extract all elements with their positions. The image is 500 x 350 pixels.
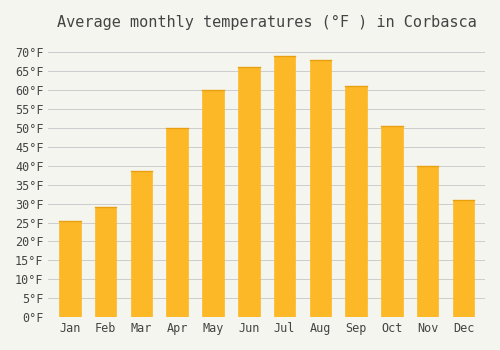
Bar	[238, 68, 260, 317]
Bar	[59, 220, 80, 317]
Title: Average monthly temperatures (°F ) in Corbasca: Average monthly temperatures (°F ) in Co…	[57, 15, 476, 30]
Bar	[166, 128, 188, 317]
Bar	[346, 86, 367, 317]
Bar	[274, 56, 295, 317]
Bar	[130, 172, 152, 317]
Bar	[95, 208, 116, 317]
Bar	[202, 90, 224, 317]
Bar	[417, 166, 438, 317]
Bar	[453, 200, 474, 317]
Bar	[381, 126, 402, 317]
Bar	[310, 60, 331, 317]
